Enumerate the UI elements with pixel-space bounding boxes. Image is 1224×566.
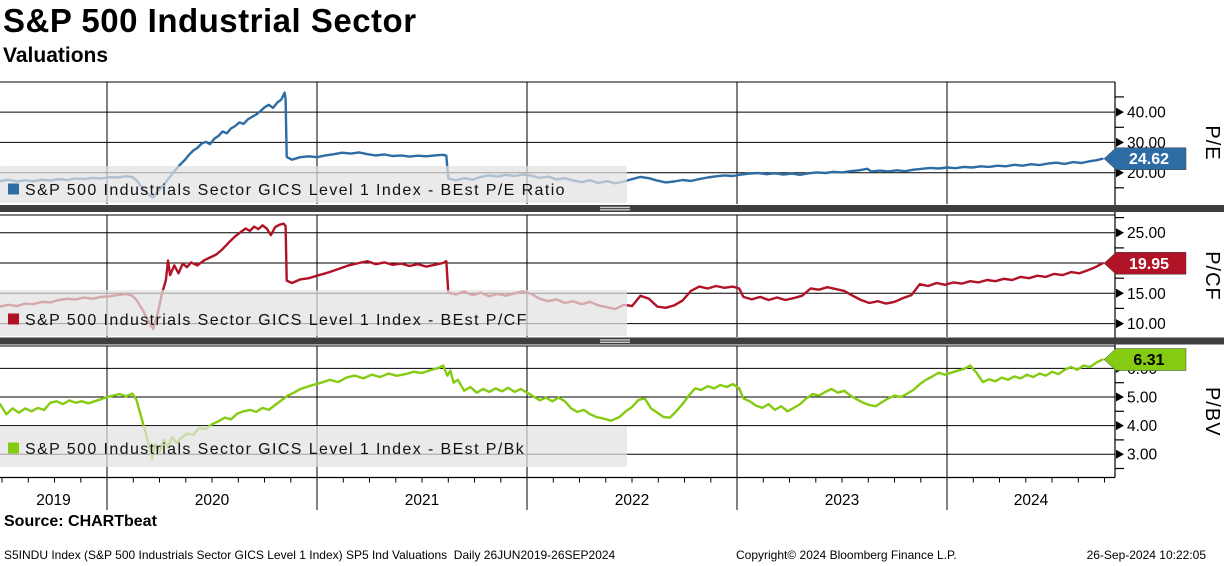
source-label: Source: CHARTbeat xyxy=(4,513,157,530)
pe-legend-label[interactable]: S&P 500 Industrials Sector GICS Level 1 … xyxy=(25,182,566,199)
ytick-arrow-icon xyxy=(1116,137,1124,147)
separator-handle[interactable] xyxy=(600,341,630,343)
year-label: 2021 xyxy=(405,492,439,509)
legend-band xyxy=(0,426,627,467)
panel-separator xyxy=(0,337,1224,345)
pe-ytick-label: 40.00 xyxy=(1127,105,1166,122)
separator-handle[interactable] xyxy=(600,339,630,341)
legend-band xyxy=(0,290,627,336)
ytick-arrow-icon xyxy=(1116,288,1124,298)
year-label: 2020 xyxy=(195,492,230,509)
pcf-ytick-label: 10.00 xyxy=(1127,316,1166,333)
pbv-last-value: 6.31 xyxy=(1133,352,1164,369)
pbv-legend-label[interactable]: S&P 500 Industrials Sector GICS Level 1 … xyxy=(25,441,525,458)
year-label: 2023 xyxy=(825,492,859,509)
pcf-axis-title: P/CF xyxy=(1201,251,1223,301)
separator-handle[interactable] xyxy=(600,209,630,211)
ytick-arrow-icon xyxy=(1116,107,1124,117)
pcf-last-value: 19.95 xyxy=(1129,256,1169,273)
pcf-legend-marker-icon xyxy=(8,313,19,325)
page-title: S&P 500 Industrial Sector xyxy=(3,2,417,39)
ytick-arrow-icon xyxy=(1116,392,1124,402)
footer-copyright: Copyright© 2024 Bloomberg Finance L.P. xyxy=(736,548,957,562)
ytick-arrow-icon xyxy=(1116,421,1124,431)
year-label: 2024 xyxy=(1014,492,1049,509)
pbv-axis-title: P/BV xyxy=(1201,387,1223,437)
year-label: 2019 xyxy=(36,492,70,509)
legend-band xyxy=(0,166,627,203)
footer-chart-descriptor: S5INDU Index (S&P 500 Industrials Sector… xyxy=(4,548,616,562)
pbv-ytick-label: 4.00 xyxy=(1127,418,1158,435)
pcf-value-tag: 19.95 xyxy=(1103,252,1187,275)
pbv-value-tag: 6.31 xyxy=(1103,348,1187,371)
pbv-ytick-label: 3.00 xyxy=(1127,447,1158,464)
ytick-arrow-icon xyxy=(1116,449,1124,459)
pbv-ytick-label: 5.00 xyxy=(1127,390,1158,407)
pbv-legend-marker-icon xyxy=(8,442,19,454)
footer-timestamp: 26-Sep-2024 10:22:05 xyxy=(1086,548,1206,562)
ytick-arrow-icon xyxy=(1116,168,1124,178)
pe-axis-title: P/E xyxy=(1201,125,1223,160)
pe-legend-marker-icon xyxy=(8,183,19,195)
year-label: 2022 xyxy=(615,492,649,509)
separator-handle[interactable] xyxy=(600,206,630,209)
pe-value-tag: 24.62 xyxy=(1103,147,1187,170)
panel-pe: S&P 500 Industrials Sector GICS Level 1 … xyxy=(0,81,1223,204)
ytick-arrow-icon xyxy=(1116,228,1124,238)
ytick-arrow-icon xyxy=(1116,319,1124,329)
panel-pcf: S&P 500 Industrials Sector GICS Level 1 … xyxy=(0,214,1223,337)
panel-separator xyxy=(0,205,1224,212)
panel-pbv: S&P 500 Industrials Sector GICS Level 1 … xyxy=(0,345,1223,478)
pcf-legend-label[interactable]: S&P 500 Industrials Sector GICS Level 1 … xyxy=(25,312,528,329)
pe-last-value: 24.62 xyxy=(1129,151,1169,168)
pcf-ytick-label: 25.00 xyxy=(1127,225,1166,242)
page-subtitle: Valuations xyxy=(3,44,109,67)
pcf-ytick-label: 15.00 xyxy=(1127,286,1166,303)
